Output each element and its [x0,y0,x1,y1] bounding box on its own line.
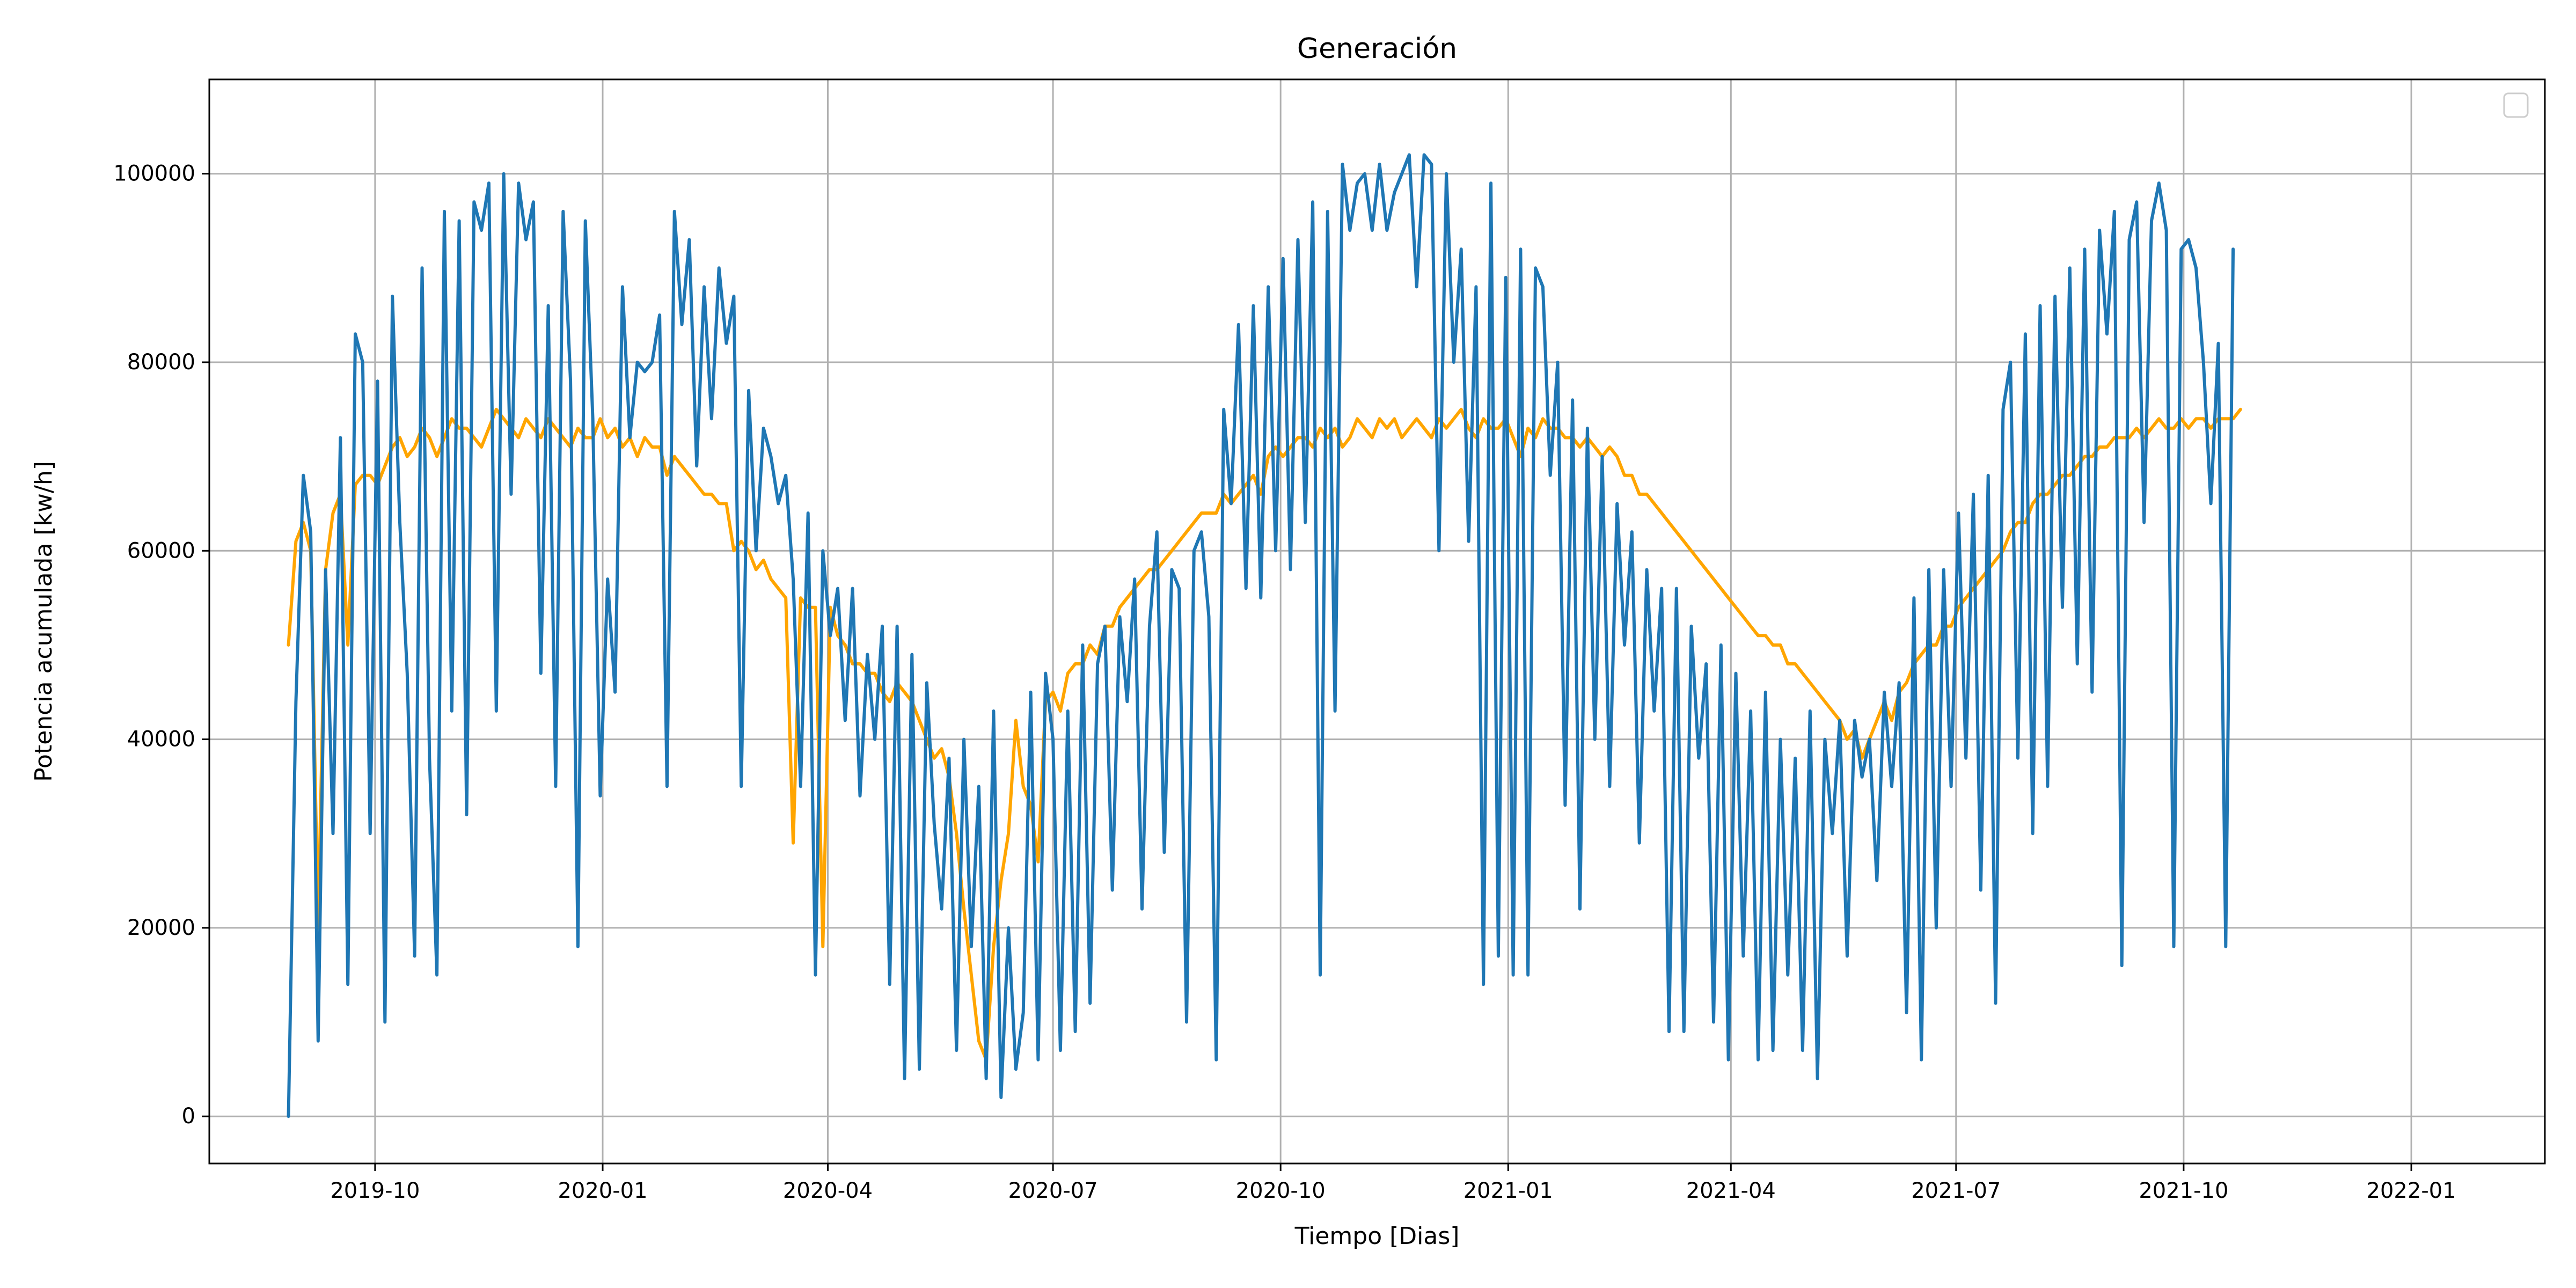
x-axis-ticks: 2019-10 2020-01 2020-04 2020-07 2020-10 2021-… [330,1163,2456,1203]
y-axis-label: Potencia acumulada [kw/h] [30,461,57,782]
y-tick-label: 100000 [113,162,195,186]
x-tick-label: 2020-07 [1008,1179,1098,1203]
y-tick-label: 20000 [127,916,195,940]
plot-background [209,79,2545,1163]
x-tick-label: 2021-01 [1463,1179,1553,1203]
legend-box [2503,92,2529,118]
grid-lines [209,79,2545,1163]
x-tick-label: 2020-04 [783,1179,873,1203]
y-tick-label: 0 [182,1104,195,1129]
x-tick-label: 2021-04 [1686,1179,1776,1203]
x-axis-label: Tiempo [Dias] [1294,1223,1460,1250]
plot-frame [208,78,2546,1165]
x-tick-label: 2021-07 [1911,1179,2001,1203]
series-lines [287,153,2242,1118]
chart-title: Generación [1297,33,1457,65]
y-tick-label: 60000 [127,538,195,563]
y-tick-label: 80000 [127,350,195,375]
x-tick-label: 2020-01 [558,1179,647,1203]
x-tick-label: 2022-01 [2367,1179,2456,1203]
x-tick-label: 2019-10 [330,1179,420,1203]
y-axis-ticks: 0 20000 40000 60000 80000 100000 [113,162,209,1129]
plot-area: 2019-10 2020-01 2020-04 2020-07 2020-10 2021-… [113,78,2546,1203]
series-line-blue [287,153,2235,1118]
x-tick-label: 2020-10 [1236,1179,1326,1203]
x-tick-label: 2021-10 [2139,1179,2228,1203]
y-tick-label: 40000 [127,727,195,752]
